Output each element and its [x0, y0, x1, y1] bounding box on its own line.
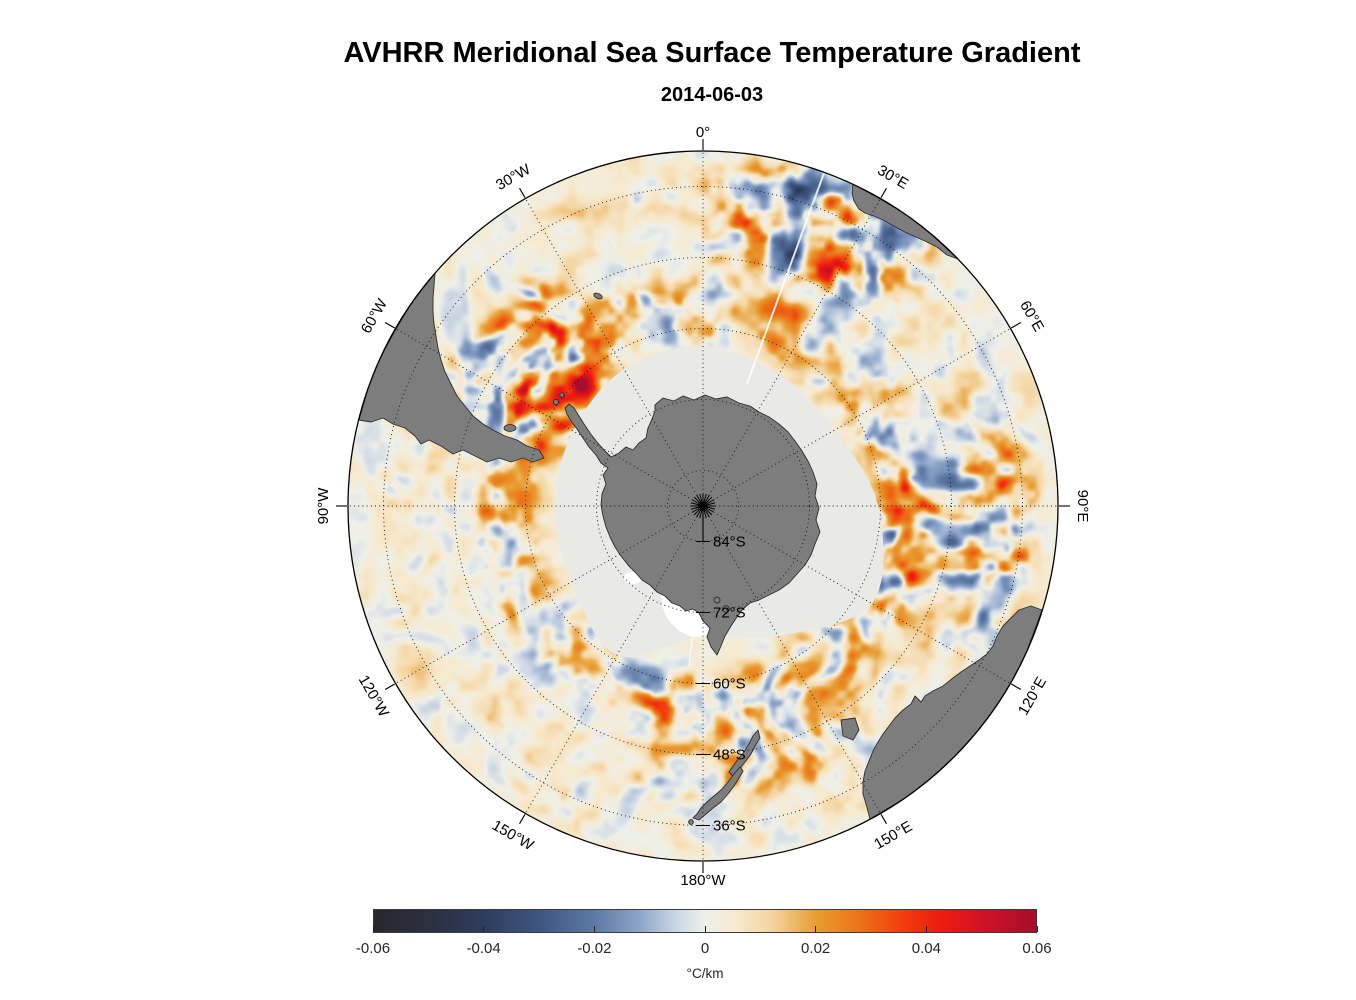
shetland-island: [552, 398, 560, 406]
longitude-label: 30°W: [493, 160, 534, 194]
colorbar-tick: [925, 926, 927, 932]
colorbar-tick-label: -0.04: [466, 940, 501, 957]
colorbar-unit-label: °C/km: [686, 966, 724, 981]
new-zealand-south-island: [692, 766, 744, 821]
australia-landmass: [862, 605, 1043, 820]
tasmania-island: [840, 717, 860, 741]
map-boundary: [347, 150, 1059, 862]
longitude-label: 30°E: [874, 162, 911, 193]
antarctica-landmass: [564, 394, 821, 656]
stewart-island: [688, 819, 694, 825]
longitude-tick: [1011, 322, 1022, 329]
latitude-label: 84°S: [713, 534, 746, 551]
longitude-label: 60°W: [358, 295, 392, 336]
longitude-tick: [384, 322, 395, 329]
colorbar-tick-label: 0.02: [801, 940, 831, 957]
longitude-label: 90°W: [315, 487, 332, 525]
polar-map: 0° 30°E 60°E 90°E 120°E 150°E 180°W 150°W 120°W 9…: [315, 124, 1091, 889]
falkland-islands: [503, 424, 517, 432]
south-georgia-island: [593, 292, 603, 300]
longitude-tick: [880, 187, 887, 198]
graticule-circle: [596, 399, 810, 613]
longitude-label: 0°: [696, 124, 710, 141]
colorbar-tick-label: 0: [700, 940, 710, 957]
colorbar-tick-label: -0.02: [577, 940, 612, 957]
graticule-circle: [667, 470, 739, 542]
colorbar-tick: [1036, 926, 1038, 932]
longitude-label: 150°W: [489, 817, 537, 855]
longitude-label: 60°E: [1016, 298, 1047, 335]
latitude-label: 36°S: [713, 818, 746, 835]
longitude-label: 120°W: [355, 672, 393, 720]
colorbar: -0.06 -0.04 -0.02 0 0.02 0.04 0.06 °C/km: [356, 909, 1052, 995]
new-zealand-north-island: [728, 729, 761, 777]
latitude-label: 48°S: [713, 747, 746, 764]
data-seam-line: [746, 172, 825, 385]
south-america-landmass: [358, 272, 545, 463]
colorbar-tick: [704, 926, 706, 932]
colorbar-tick: [593, 926, 595, 932]
plot-date: 2014-06-03: [660, 84, 764, 106]
colorbar-tick-label: 0.04: [911, 940, 941, 957]
longitude-tick: [384, 683, 395, 690]
graticule-circle: [525, 328, 881, 684]
colorbar-tick-label: -0.06: [355, 940, 391, 957]
colorbar-tick: [372, 926, 374, 932]
longitude-label: 90°E: [1074, 490, 1091, 523]
africa-landmass: [851, 183, 959, 260]
antarctic-island: [722, 605, 730, 613]
longitude-tick: [519, 187, 526, 198]
longitude-label: 150°E: [871, 818, 915, 853]
graticule-circle: [454, 257, 952, 755]
graticule: [349, 152, 1057, 860]
plot-title: AVHRR Meridional Sea Surface Temperature…: [343, 37, 1081, 69]
antarctic-island: [713, 596, 721, 604]
colorbar-tick: [815, 926, 817, 932]
shetland-island: [559, 392, 565, 398]
latitude-label: 72°S: [713, 605, 746, 622]
latitude-label: 60°S: [713, 676, 746, 693]
longitude-label: 180°W: [680, 872, 726, 889]
colorbar-tick-label: 0.06: [1022, 940, 1052, 957]
colorbar-tick: [483, 926, 485, 932]
longitude-label: 120°E: [1015, 674, 1050, 718]
longitude-tick: [880, 814, 887, 825]
longitude-tick: [519, 814, 526, 825]
longitude-tick: [1011, 683, 1022, 690]
